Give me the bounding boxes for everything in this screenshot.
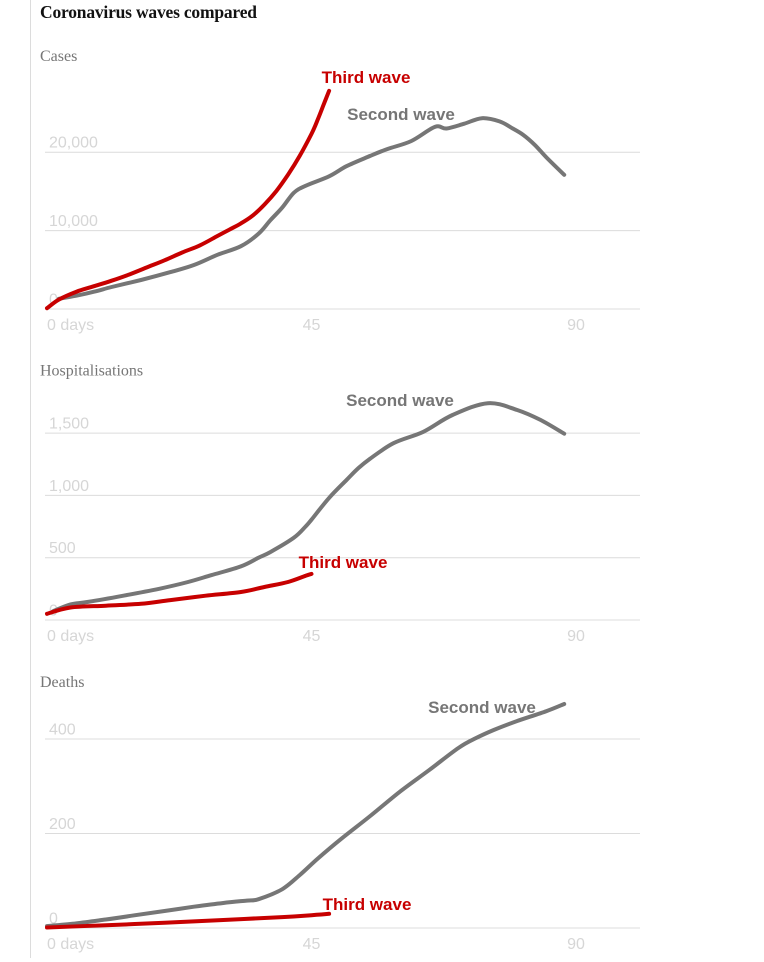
xtick-90: 90 xyxy=(567,317,585,334)
panel-cases-label: Cases xyxy=(40,48,77,65)
xtick-0-days: 0 days xyxy=(47,317,94,334)
panel-deaths-label: Deaths xyxy=(40,674,84,691)
hospitalisations-second-wave-annotation: Second wave xyxy=(346,391,454,410)
panel-hospitalisations-label: Hospitalisations xyxy=(40,363,143,380)
panel-hospitalisations: Hospitalisations 1,500 1,000 500 0 Secon… xyxy=(40,363,640,645)
ytick-500: 500 xyxy=(49,540,76,557)
xtick-0-days: 0 days xyxy=(47,628,94,645)
deaths-second-wave-annotation: Second wave xyxy=(428,698,536,717)
deaths-second-wave-line xyxy=(45,702,567,929)
cases-third-wave-line xyxy=(45,88,332,311)
cases-third-wave-annotation: Third wave xyxy=(322,68,411,87)
hospitalisations-third-wave-annotation: Third wave xyxy=(299,553,388,572)
xtick-90: 90 xyxy=(567,628,585,645)
panel-cases: Cases 20,000 10,000 0 Third wave Second … xyxy=(40,48,640,334)
hospitalisations-second-wave-line xyxy=(50,401,567,614)
xtick-45: 45 xyxy=(303,317,321,334)
ytick-20000: 20,000 xyxy=(49,135,98,152)
panel-deaths: Deaths 400 200 0 Second wave Third wave … xyxy=(40,674,640,953)
xtick-45: 45 xyxy=(303,936,321,953)
cases-second-wave-line xyxy=(56,116,567,301)
ytick-1000: 1,000 xyxy=(49,478,89,495)
xtick-45: 45 xyxy=(303,628,321,645)
ytick-10000: 10,000 xyxy=(49,213,98,230)
xtick-90: 90 xyxy=(567,936,585,953)
deaths-third-wave-annotation: Third wave xyxy=(323,895,412,914)
xtick-0-days: 0 days xyxy=(47,936,94,953)
page-title: Coronavirus waves compared xyxy=(40,2,257,22)
ytick-1500: 1,500 xyxy=(49,416,89,433)
hospitalisations-third-wave-line xyxy=(45,571,314,616)
deaths-third-wave-line xyxy=(45,911,332,930)
ytick-400: 400 xyxy=(49,722,76,739)
ytick-200: 200 xyxy=(49,816,76,833)
ytick-0: 0 xyxy=(49,292,58,309)
cases-second-wave-annotation: Second wave xyxy=(347,105,455,124)
ytick-0: 0 xyxy=(49,911,58,928)
